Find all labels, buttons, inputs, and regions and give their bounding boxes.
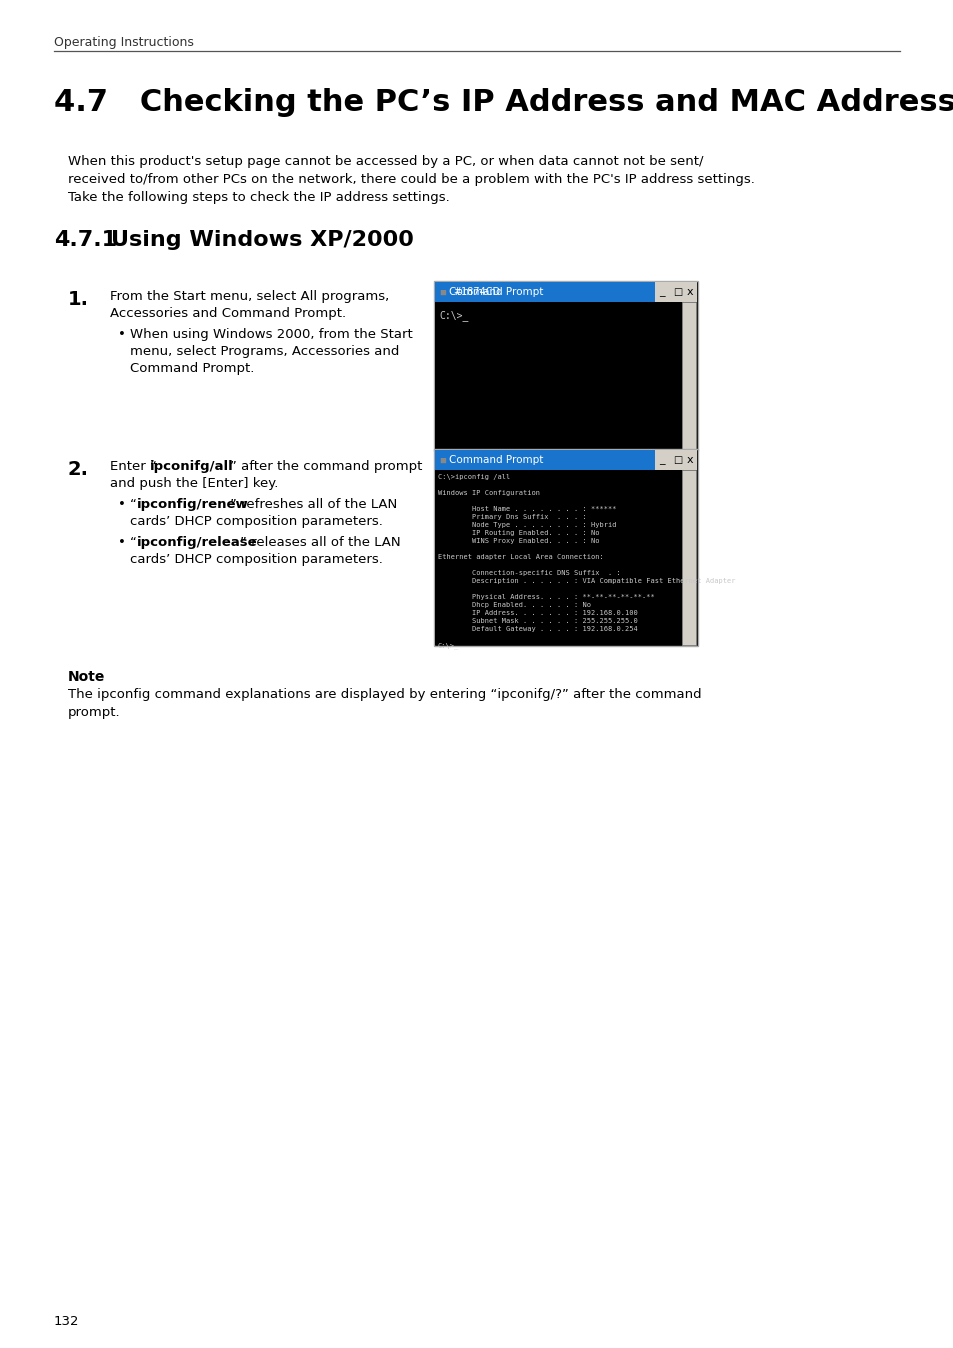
Text: Default Gateway . . . . : 192.168.0.254: Default Gateway . . . . : 192.168.0.254 bbox=[437, 625, 638, 632]
Text: x: x bbox=[686, 287, 693, 297]
Text: □: □ bbox=[672, 456, 681, 465]
Text: Subnet Mask . . . . . . : 255.255.255.0: Subnet Mask . . . . . . : 255.255.255.0 bbox=[437, 617, 638, 624]
Text: When this product's setup page cannot be accessed by a PC, or when data cannot n: When this product's setup page cannot be… bbox=[68, 155, 702, 168]
Bar bbox=[681, 302, 696, 450]
Text: •: • bbox=[118, 328, 126, 341]
Text: 4.7   Checking the PC’s IP Address and MAC Address: 4.7 Checking the PC’s IP Address and MAC… bbox=[54, 88, 953, 117]
Text: Command Prompt: Command Prompt bbox=[449, 456, 543, 465]
Text: Note: Note bbox=[68, 670, 105, 683]
Text: #1874CD: #1874CD bbox=[453, 287, 499, 297]
Text: Host Name . . . . . . . . : ******: Host Name . . . . . . . . : ****** bbox=[437, 506, 616, 512]
Text: Accessories and Command Prompt.: Accessories and Command Prompt. bbox=[110, 307, 346, 319]
Bar bbox=[655, 282, 697, 302]
Bar bbox=[435, 450, 697, 470]
Text: C:\>_: C:\>_ bbox=[438, 310, 468, 321]
Bar bbox=[435, 302, 697, 450]
Text: ipconfig/renew: ipconfig/renew bbox=[137, 497, 249, 511]
Text: received to/from other PCs on the network, there could be a problem with the PC': received to/from other PCs on the networ… bbox=[68, 173, 754, 186]
Text: Primary Dns Suffix  . . . :: Primary Dns Suffix . . . : bbox=[437, 514, 586, 520]
Text: _: _ bbox=[659, 287, 664, 297]
Text: Physical Address. . . . : **-**-**-**-**-**: Physical Address. . . . : **-**-**-**-**… bbox=[437, 594, 654, 600]
Text: Dhcp Enabled. . . . . . : No: Dhcp Enabled. . . . . . : No bbox=[437, 603, 590, 608]
Text: Command Prompt.: Command Prompt. bbox=[130, 363, 254, 375]
Text: When using Windows 2000, from the Start: When using Windows 2000, from the Start bbox=[130, 328, 413, 341]
Text: WINS Proxy Enabled. . . . : No: WINS Proxy Enabled. . . . : No bbox=[437, 538, 598, 545]
Text: IP Address. . . . . . . : 192.168.0.100: IP Address. . . . . . . : 192.168.0.100 bbox=[437, 611, 638, 616]
Text: Command Prompt: Command Prompt bbox=[449, 287, 543, 297]
Text: “: “ bbox=[130, 537, 136, 549]
Text: ipconifg/all: ipconifg/all bbox=[150, 460, 233, 473]
Text: Take the following steps to check the IP address settings.: Take the following steps to check the IP… bbox=[68, 191, 449, 204]
Text: 132: 132 bbox=[54, 1316, 79, 1328]
Text: 4.7.1: 4.7.1 bbox=[54, 231, 117, 249]
Text: Using Windows XP/2000: Using Windows XP/2000 bbox=[111, 231, 414, 249]
Text: •: • bbox=[118, 537, 126, 549]
Text: C:\>_: C:\>_ bbox=[437, 642, 458, 648]
Bar bbox=[435, 470, 697, 644]
Text: 1.: 1. bbox=[68, 290, 89, 309]
Text: ” after the command prompt: ” after the command prompt bbox=[230, 460, 422, 473]
Text: Connection-specific DNS Suffix  . :: Connection-specific DNS Suffix . : bbox=[437, 570, 620, 576]
Text: prompt.: prompt. bbox=[68, 706, 120, 718]
Text: The ipconfig command explanations are displayed by entering “ipconifg/?” after t: The ipconfig command explanations are di… bbox=[68, 687, 700, 701]
Text: cards’ DHCP composition parameters.: cards’ DHCP composition parameters. bbox=[130, 553, 382, 566]
Text: Enter “: Enter “ bbox=[110, 460, 156, 473]
Bar bbox=[434, 449, 698, 646]
Text: Node Type . . . . . . . . : Hybrid: Node Type . . . . . . . . : Hybrid bbox=[437, 522, 616, 528]
Text: Description . . . . . . : VIA Compatible Fast Ethernet Adapter: Description . . . . . . : VIA Compatible… bbox=[437, 578, 735, 584]
Bar bbox=[655, 450, 697, 470]
Text: ” releases all of the LAN: ” releases all of the LAN bbox=[240, 537, 400, 549]
Text: ” refreshes all of the LAN: ” refreshes all of the LAN bbox=[230, 497, 396, 511]
Text: 2.: 2. bbox=[68, 460, 89, 479]
Text: cards’ DHCP composition parameters.: cards’ DHCP composition parameters. bbox=[130, 515, 382, 528]
Text: “: “ bbox=[130, 497, 136, 511]
Text: □: □ bbox=[672, 287, 681, 297]
Text: x: x bbox=[686, 456, 693, 465]
Bar bbox=[681, 470, 696, 644]
Text: ◼: ◼ bbox=[438, 456, 446, 465]
Text: IP Routing Enabled. . . . : No: IP Routing Enabled. . . . : No bbox=[437, 530, 598, 537]
Text: Windows IP Configuration: Windows IP Configuration bbox=[437, 491, 539, 496]
Text: •: • bbox=[118, 497, 126, 511]
Text: menu, select Programs, Accessories and: menu, select Programs, Accessories and bbox=[130, 345, 399, 359]
Bar bbox=[435, 282, 697, 302]
Text: _: _ bbox=[659, 456, 664, 465]
Bar bbox=[434, 280, 698, 452]
Text: ipconfig/release: ipconfig/release bbox=[137, 537, 257, 549]
Text: C:\>ipconfig /all: C:\>ipconfig /all bbox=[437, 474, 510, 480]
Text: From the Start menu, select All programs,: From the Start menu, select All programs… bbox=[110, 290, 389, 303]
Text: and push the [Enter] key.: and push the [Enter] key. bbox=[110, 477, 278, 491]
Text: ◼: ◼ bbox=[438, 287, 446, 297]
Text: Ethernet adapter Local Area Connection:: Ethernet adapter Local Area Connection: bbox=[437, 554, 603, 559]
Text: Operating Instructions: Operating Instructions bbox=[54, 36, 193, 49]
